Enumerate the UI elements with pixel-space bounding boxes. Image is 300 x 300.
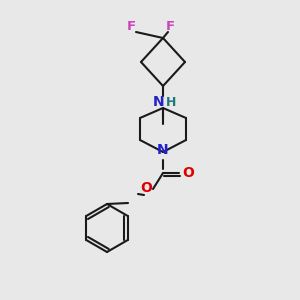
Text: O: O [182,166,194,180]
Text: N: N [157,143,169,157]
Text: O: O [140,181,152,195]
Text: F: F [126,20,136,34]
Text: H: H [166,97,176,110]
Text: F: F [165,20,175,34]
Text: N: N [153,95,165,109]
